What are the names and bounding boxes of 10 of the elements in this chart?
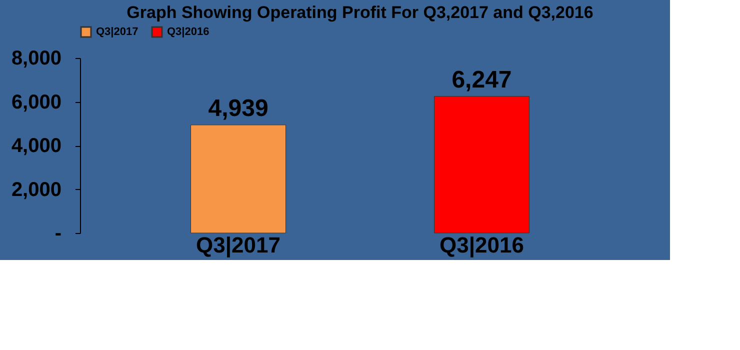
y-tick-label: 2,000	[11, 178, 62, 201]
chart-title: Graph Showing Operating Profit For Q3,2017 and Q3,2016	[126, 3, 594, 22]
y-tick-label: 8,000	[11, 48, 62, 70]
legend-label: Q3|2016	[167, 26, 210, 38]
y-tick-label: 6,000	[11, 91, 62, 114]
data-label: 6,247	[452, 66, 512, 94]
y-tick-label: -	[54, 222, 62, 244]
y-tick-label: 4,000	[11, 135, 62, 157]
data-label: 4,939	[208, 94, 268, 122]
legend-label: Q3|2017	[96, 26, 138, 38]
